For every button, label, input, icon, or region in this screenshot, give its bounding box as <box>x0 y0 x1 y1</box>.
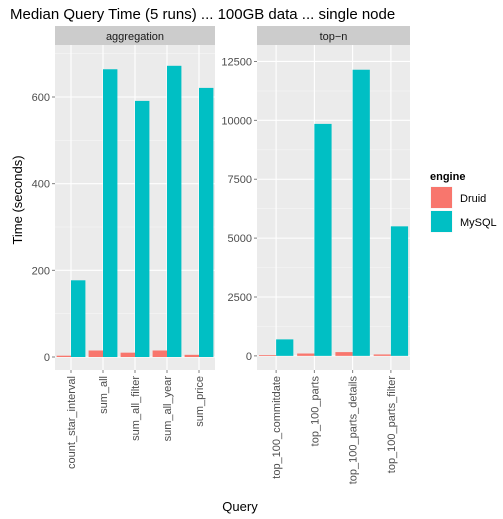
bar-mysql <box>135 100 150 358</box>
facet-panel: top−n 0 2500 5000 7500 10000 12500 top_100_comm… <box>221 26 410 484</box>
y-tick-label: 5000 <box>228 233 252 245</box>
facet-strip <box>257 26 410 45</box>
y-tick-label: 400 <box>32 179 50 191</box>
panel-background <box>257 45 410 370</box>
bar-druid <box>120 352 135 357</box>
bar-mysql <box>352 69 370 356</box>
chart-title: Median Query Time (5 runs) ... 100GB dat… <box>10 6 395 23</box>
x-tick-label: sum_all <box>98 376 110 414</box>
x-tick-label: sum_all_filter <box>130 376 142 441</box>
facet-strip-label: top−n <box>320 31 348 43</box>
x-tick-label: top_100_parts <box>309 376 321 447</box>
legend-title: engine <box>430 171 465 183</box>
legend-key-mysql <box>431 211 452 232</box>
facet-panel: aggregation 0 200 400 600 count_star_interval… <box>32 26 215 469</box>
y-tick-label: 0 <box>246 351 252 363</box>
bar-mysql <box>103 69 118 358</box>
bar-mysql <box>276 339 294 356</box>
x-tick-label: top_100_parts_details <box>348 376 360 485</box>
bar-druid <box>335 352 353 356</box>
legend-items: Druid MySQL <box>429 185 497 234</box>
bar-druid <box>258 355 277 356</box>
y-tick-label: 0 <box>44 352 50 364</box>
facet-panels: aggregation 0 200 400 600 count_star_interval… <box>32 26 410 484</box>
y-tick-label: 10000 <box>221 115 252 127</box>
x-tick-label: top_100_commitdate <box>271 376 283 479</box>
bar-druid <box>297 353 315 356</box>
x-tick-label: count_star_interval <box>66 376 78 469</box>
bar-druid <box>184 354 199 357</box>
bar-druid <box>152 350 167 357</box>
legend-key-druid <box>431 187 452 208</box>
x-tick-label: sum_all_year <box>162 376 174 442</box>
x-tick-label: top_100_parts_filter <box>386 376 398 474</box>
bar-mysql <box>314 123 332 356</box>
y-tick-label: 600 <box>32 92 50 104</box>
bar-druid <box>88 350 103 357</box>
y-tick-label: 7500 <box>228 174 252 186</box>
facet-strip-label: aggregation <box>106 31 164 43</box>
y-tick-label: 200 <box>32 265 50 277</box>
legend-label: MySQL <box>460 217 497 229</box>
bar-mysql <box>199 87 214 358</box>
bar-druid <box>373 354 391 356</box>
y-tick-label: 12500 <box>221 56 252 68</box>
legend-label: Druid <box>460 193 486 205</box>
bar-mysql <box>167 65 182 358</box>
bar-mysql <box>390 226 409 356</box>
bar-druid <box>56 355 71 357</box>
x-axis-title: Query <box>222 499 258 514</box>
legend: engine Druid MySQL <box>429 171 497 234</box>
y-tick-label: 2500 <box>228 292 252 304</box>
y-axis-title: Time (seconds) <box>10 155 25 244</box>
facet-strip <box>55 26 215 45</box>
bar-mysql <box>71 280 86 357</box>
x-tick-label: sum_price <box>194 376 206 427</box>
